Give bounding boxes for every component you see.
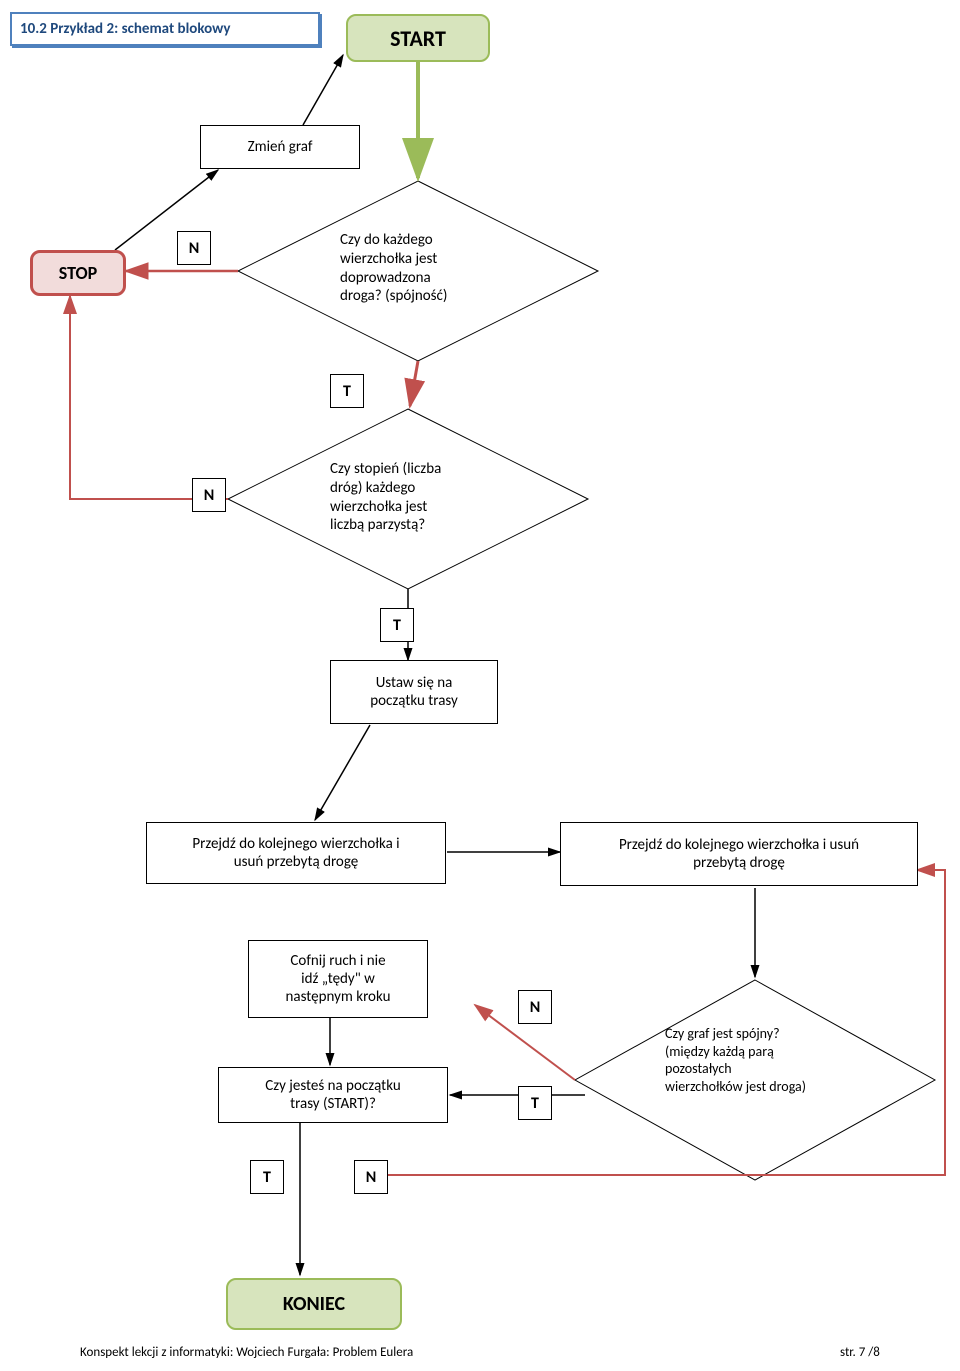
label-n-1: N [177, 231, 211, 265]
start-label: START [390, 25, 446, 52]
label-n-2: N [192, 478, 226, 512]
przejdz1-label: Przejdź do kolejnego wierzchołka i usuń … [192, 835, 399, 871]
label-t-2: T [380, 608, 414, 642]
section-header-text: 10.2 Przykład 2: schemat blokowy [20, 20, 231, 38]
node-przejdz2: Przejdź do kolejnego wierzchołka i usuń … [560, 822, 918, 886]
przejdz2-label: Przejdź do kolejnego wierzchołka i usuń … [619, 836, 859, 872]
zmien-graf-label: Zmień graf [248, 138, 313, 156]
node-stop: STOP [30, 250, 126, 296]
flowchart-canvas: 10.2 Przykład 2: schemat blokowy START Z… [0, 0, 960, 1371]
node-przejdz1: Przejdź do kolejnego wierzchołka i usuń … [146, 822, 446, 884]
label-n-4: N [354, 1160, 388, 1194]
footer-right: str. 7 /8 [840, 1345, 880, 1360]
footer-left: Konspekt lekcji z informatyki: Wojciech … [80, 1345, 413, 1360]
node-zmien-graf: Zmień graf [200, 125, 360, 169]
ustaw-label: Ustaw się na początku trasy [370, 674, 458, 710]
cofnij-label: Cofnij ruch i nie idź „tędy" w następnym… [286, 952, 391, 1006]
node-start: START [346, 14, 490, 62]
node-czy-start: Czy jesteś na początku trasy (START)? [218, 1067, 448, 1123]
koniec-label: KONIEC [283, 1292, 345, 1316]
label-n-3: N [518, 990, 552, 1024]
section-header: 10.2 Przykład 2: schemat blokowy [10, 12, 320, 46]
decision3-text: Czy graf jest spójny? (między każdą parą… [665, 1025, 885, 1095]
node-cofnij: Cofnij ruch i nie idź „tędy" w następnym… [248, 940, 428, 1018]
node-koniec: KONIEC [226, 1278, 402, 1330]
label-t-4: T [250, 1160, 284, 1194]
node-ustaw: Ustaw się na początku trasy [330, 660, 498, 724]
decision2-text: Czy stopień (liczba dróg) każdego wierzc… [330, 460, 515, 535]
decision1-text: Czy do każdego wierzchołka jest doprowad… [340, 231, 515, 306]
czy-start-label: Czy jesteś na początku trasy (START)? [265, 1077, 400, 1113]
stop-label: STOP [59, 262, 98, 284]
label-t-1: T [330, 374, 364, 408]
label-t-3: T [518, 1086, 552, 1120]
